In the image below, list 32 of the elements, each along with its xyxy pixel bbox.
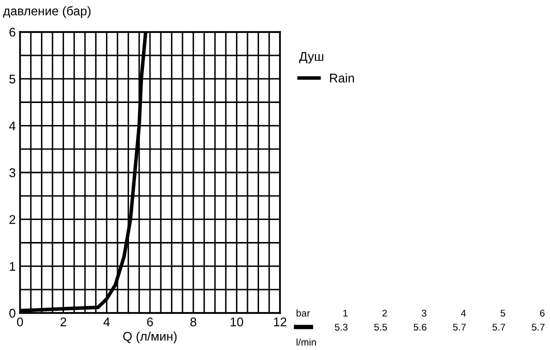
y-tick-label: 0	[9, 308, 16, 318]
text: 5.7	[532, 324, 545, 331]
text: 5.7	[453, 324, 466, 331]
text: l/min	[296, 338, 316, 346]
legend-title: Душ	[299, 52, 324, 64]
text: 5.3	[334, 324, 348, 331]
y-tick-label: 1	[10, 262, 16, 271]
x-tick-label: 8	[190, 317, 196, 326]
x-tick-label: 2	[60, 317, 66, 326]
x-tick-label: 6	[147, 317, 153, 326]
text: 2	[382, 310, 387, 317]
x-tick-label: 10	[230, 317, 244, 326]
y-axis-title: давление (бар)	[3, 6, 90, 18]
text: 6	[540, 310, 545, 317]
text: bar	[296, 309, 310, 317]
x-tick-label: 12	[274, 317, 286, 326]
text: 4	[461, 310, 466, 317]
y-tick-label: 2	[10, 215, 16, 224]
y-tick-label: 6	[10, 28, 16, 37]
text: 3	[422, 310, 426, 317]
x-tick-label: 4	[103, 318, 110, 326]
x-tick-label: 0	[17, 317, 23, 326]
text: 5.5	[374, 324, 387, 331]
text: 5	[500, 310, 506, 317]
legend-label: Rain	[330, 73, 354, 83]
y-tick-label: 5	[9, 74, 16, 84]
text: 5.6	[414, 324, 426, 331]
text: 5.7	[492, 324, 506, 331]
x-axis-title: Q (л/мин)	[123, 332, 177, 344]
y-tick-label: 3	[9, 168, 16, 178]
y-tick-label: 4	[9, 122, 16, 130]
text: 1	[343, 310, 348, 317]
